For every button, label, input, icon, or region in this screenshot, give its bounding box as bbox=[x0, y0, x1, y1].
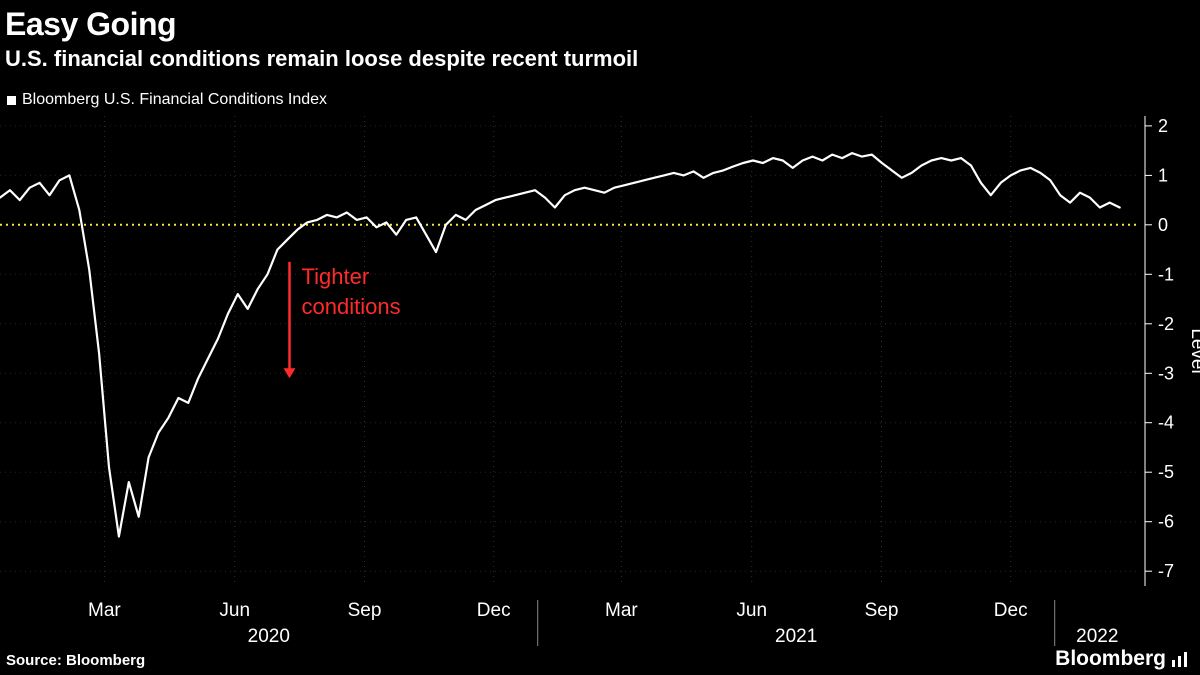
bloomberg-logo-bars-icon bbox=[1172, 651, 1187, 667]
svg-text:-7: -7 bbox=[1158, 561, 1174, 581]
svg-text:1: 1 bbox=[1158, 165, 1168, 185]
svg-text:2021: 2021 bbox=[775, 626, 817, 647]
source-note: Source: Bloomberg bbox=[6, 652, 146, 669]
svg-text:-3: -3 bbox=[1158, 363, 1174, 383]
svg-text:-1: -1 bbox=[1158, 264, 1174, 284]
svg-text:2022: 2022 bbox=[1076, 626, 1118, 647]
svg-text:Tighter: Tighter bbox=[302, 264, 370, 289]
svg-text:Sep: Sep bbox=[348, 600, 382, 621]
svg-text:Jun: Jun bbox=[219, 600, 250, 621]
svg-text:conditions: conditions bbox=[302, 294, 401, 319]
chart-title: Easy Going bbox=[5, 6, 177, 42]
svg-text:Mar: Mar bbox=[88, 600, 121, 621]
bloomberg-logo-text: Bloomberg bbox=[1055, 647, 1166, 670]
svg-text:Jun: Jun bbox=[736, 600, 767, 621]
svg-text:-2: -2 bbox=[1158, 314, 1174, 334]
legend: Bloomberg U.S. Financial Conditions Inde… bbox=[7, 91, 327, 109]
svg-text:2020: 2020 bbox=[248, 626, 290, 647]
svg-text:0: 0 bbox=[1158, 215, 1168, 235]
chart-svg: 2 1 0 -1 -2 -3 -4 -5 -6 -7 Level Mar Jun Sep Dec Mar Jun… bbox=[0, 116, 1200, 647]
svg-text:-6: -6 bbox=[1158, 512, 1174, 532]
svg-text:Level: Level bbox=[1187, 328, 1200, 373]
chart-subtitle: U.S. financial conditions remain loose d… bbox=[5, 46, 639, 71]
svg-text:Dec: Dec bbox=[477, 600, 511, 621]
legend-label: Bloomberg U.S. Financial Conditions Inde… bbox=[22, 91, 328, 108]
svg-text:-4: -4 bbox=[1158, 413, 1174, 433]
svg-text:Dec: Dec bbox=[994, 600, 1028, 621]
svg-text:Mar: Mar bbox=[605, 600, 638, 621]
legend-swatch-icon bbox=[7, 95, 16, 105]
bloomberg-logo: Bloomberg bbox=[1055, 647, 1188, 671]
svg-text:Sep: Sep bbox=[865, 600, 899, 621]
svg-text:-5: -5 bbox=[1158, 462, 1174, 482]
svg-text:2: 2 bbox=[1158, 116, 1168, 136]
